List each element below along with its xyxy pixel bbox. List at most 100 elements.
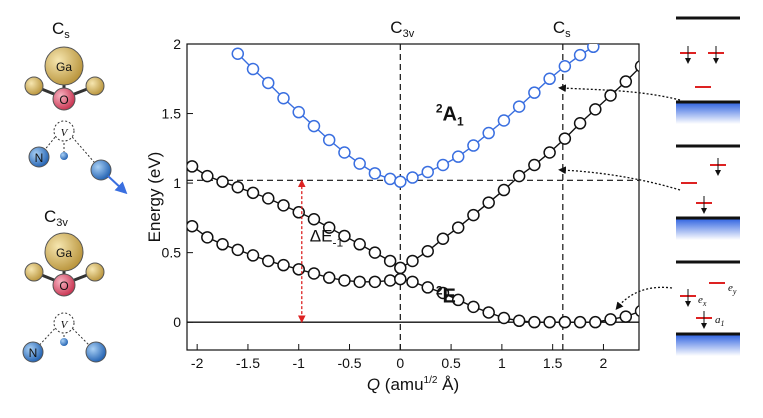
data-point [216,238,229,251]
data-point [589,315,602,329]
ga-atom-label: Ga [56,60,72,74]
series-line [237,46,594,183]
data-point [231,181,245,194]
data-point [246,186,260,200]
data-point [467,300,480,314]
series-line [191,67,639,269]
valence-band [676,334,740,356]
data-point [604,89,617,102]
data-point [436,158,450,172]
o-atom [52,273,76,297]
data-point [353,238,366,251]
n-atom-label: N [35,151,44,165]
n-atom [85,341,107,363]
data-point [307,213,321,226]
data-point [512,314,526,328]
data-point [406,254,419,268]
data-point [394,272,407,286]
data-point [558,315,572,329]
data-point [482,306,495,319]
level-set-1 [680,46,724,88]
structure-cs-label: Cs [52,19,70,41]
symmetry-label: C3v [390,18,414,40]
valence-band [676,218,740,240]
annotations: ΔE-1 2A1 2E C3v Cs [297,18,571,324]
data-point [619,310,633,323]
vacancy [53,120,75,142]
y-tick-label: 1.5 [162,106,182,122]
data-point [277,258,290,272]
structure-c3v: C3v Ga O V N [22,207,107,363]
o-atom-label: O [59,93,68,107]
vacancy-label: V [61,319,69,331]
x-tick-label: 2 [600,355,608,371]
data-point [353,157,366,170]
data-point [307,267,321,280]
data-point [292,206,305,219]
data-point [187,160,199,173]
data-point [368,275,382,289]
ga-atom-small [24,262,44,282]
data-point [201,231,214,244]
data-point [338,229,351,243]
o-atom [52,87,76,111]
data-point [421,281,434,294]
vacancy [53,312,75,334]
data-point [322,133,336,147]
structure-cs: Cs Ga O V N [24,19,128,195]
valence-band [676,102,740,124]
series-line [191,225,639,323]
y-tick-label: 0.5 [162,245,182,261]
structure-c3v-label: C3v [44,207,68,229]
data-point [482,126,495,140]
n-atom-small [60,338,68,346]
data-point [262,76,275,90]
x-tick-label: 0.5 [441,355,461,371]
data-point [338,146,351,159]
data-point [246,62,260,76]
vacancy-label: V [61,127,69,139]
n-atom [22,341,44,363]
data-point [436,286,450,300]
data-point [292,105,305,119]
data-point [231,47,245,60]
data-point [467,139,480,152]
data-point [482,196,495,209]
data-point [353,275,366,289]
series-2e [187,219,639,329]
data-point [262,192,275,205]
x-tick-label: 1 [498,355,506,371]
pointer-arrow [615,286,673,311]
data-point [589,103,602,116]
data-point [421,165,434,179]
state-label: 2A1 [436,102,464,129]
n-atom [90,159,112,181]
data-point [231,243,245,257]
displacement-arrow [107,175,128,195]
data-point [528,86,541,99]
energy-plot: -2 -1.5 -1 -0.5 0 0.5 1 1.5 2 0 0.5 1 1.5 2 ΔE-1 2A1 2E… [145,18,640,394]
data-point [246,249,260,262]
data-point [451,293,465,307]
x-tick-label: -1 [293,355,306,371]
level-diagrams: ey ex a1 [558,16,740,356]
data-point [322,221,336,234]
delta-e-label: ΔE-1 [310,227,344,250]
data-point [512,100,526,113]
data-point [604,313,617,326]
data-point [216,175,229,188]
x-tick-label: -1.5 [236,355,260,371]
data-point [201,169,214,183]
pointer-arrow [558,166,681,191]
plot-frame [186,43,640,351]
data-point [338,274,351,287]
bond [66,130,102,171]
data-point [634,60,639,73]
symmetry-label: Cs [553,18,571,40]
n-atom [28,146,50,168]
data-point [543,72,556,86]
data-point [394,175,407,188]
data-point [421,244,434,258]
data-point [497,183,511,197]
